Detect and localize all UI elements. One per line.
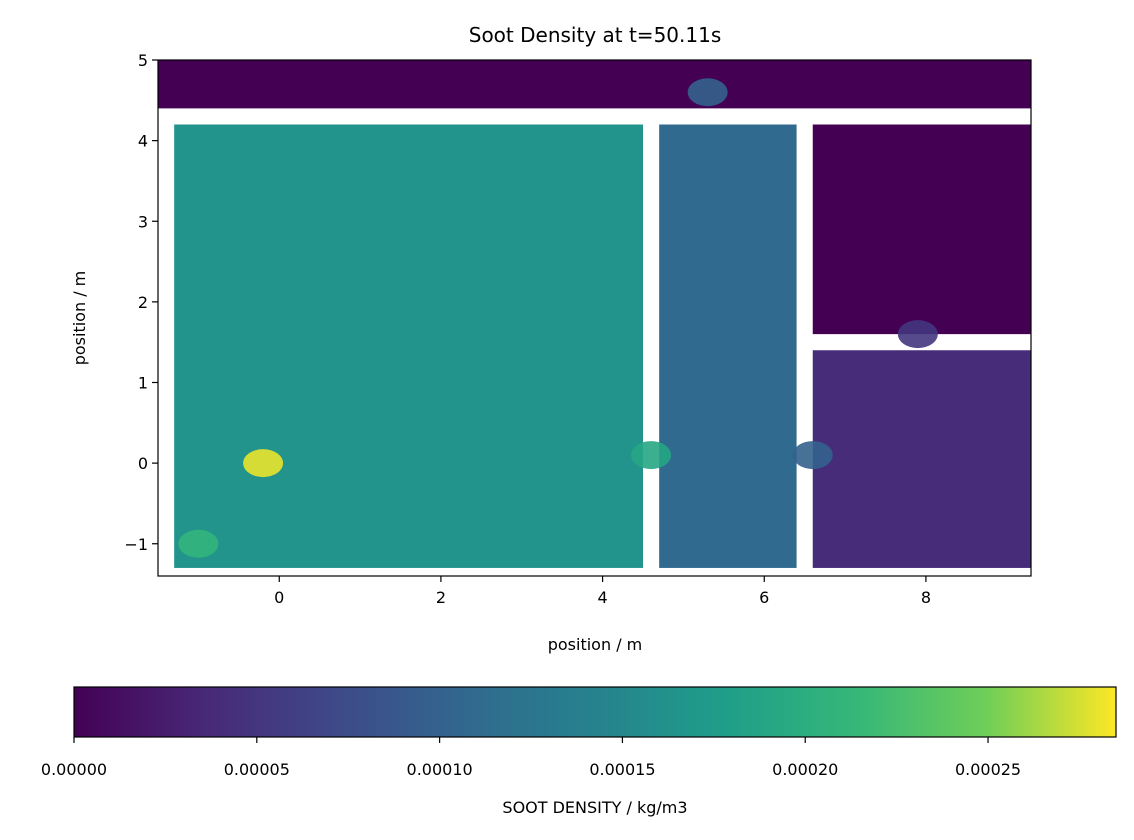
y-tick-label: 1 <box>138 374 148 393</box>
x-tick-label: 0 <box>274 588 284 607</box>
y-axis-ticks: −1 0 1 2 3 4 5 <box>124 51 158 554</box>
hotspot-door-plume <box>631 441 672 470</box>
hotspot-source <box>243 449 284 478</box>
x-axis-label: position / m <box>548 635 643 654</box>
x-tick-label: 2 <box>436 588 446 607</box>
colorbar-tick-label: 0.00010 <box>407 760 473 779</box>
hotspot-left-corner-plume <box>178 529 219 558</box>
y-tick-label: 2 <box>138 293 148 312</box>
region-top-strip <box>158 60 1031 109</box>
colorbar-tick-label: 0.00005 <box>224 760 290 779</box>
region-left-room <box>174 124 643 568</box>
y-axis-label: position / m <box>70 271 89 366</box>
colorbar-frame <box>73 686 1117 738</box>
colorbar-label: SOOT DENSITY / kg/m3 <box>502 798 687 817</box>
colorbar-tick-label: 0.00015 <box>589 760 655 779</box>
y-tick-label: 0 <box>138 454 148 473</box>
y-tick-label: 3 <box>138 212 148 231</box>
region-lower-right-room <box>812 350 1031 568</box>
colorbar: 0.00000 0.00005 0.00010 0.00015 0.00020 0.000… <box>41 686 1117 817</box>
colorbar-gradient <box>74 687 1116 737</box>
x-tick-label: 4 <box>597 588 607 607</box>
hotspot-upper-right-opening-plume <box>897 320 938 349</box>
x-tick-label: 6 <box>759 588 769 607</box>
y-tick-label: 4 <box>138 132 148 151</box>
hotspot-top-vent-plume <box>687 78 728 107</box>
y-tick-label: 5 <box>138 51 148 70</box>
plot-area <box>157 59 1032 577</box>
region-middle-corridor <box>659 124 797 568</box>
y-tick-label: −1 <box>124 535 148 554</box>
plot-frame <box>157 59 1032 577</box>
region-upper-right-room <box>812 124 1031 335</box>
chart-title: Soot Density at t=50.11s <box>469 23 722 47</box>
x-axis-ticks: 0 2 4 6 8 <box>274 576 931 607</box>
colorbar-tick-label: 0.00020 <box>772 760 838 779</box>
x-tick-label: 8 <box>921 588 931 607</box>
colorbar-tick-label: 0.00000 <box>41 760 107 779</box>
hotspot-right-door-plume <box>792 441 833 470</box>
heatmap <box>158 60 1031 568</box>
colorbar-tick-label: 0.00025 <box>955 760 1021 779</box>
colorbar-ticks: 0.00000 0.00005 0.00010 0.00015 0.00020 0.000… <box>41 737 1021 779</box>
